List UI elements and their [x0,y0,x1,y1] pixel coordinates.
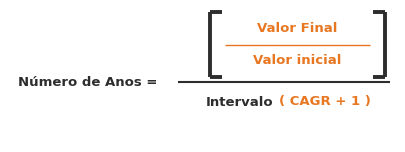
Text: Intervalo: Intervalo [206,95,274,109]
Text: ( CAGR + 1 ): ( CAGR + 1 ) [279,95,371,109]
Text: Valor Final: Valor Final [257,21,338,35]
Text: Número de Anos =: Número de Anos = [18,76,158,88]
Text: Valor inicial: Valor inicial [253,55,342,67]
